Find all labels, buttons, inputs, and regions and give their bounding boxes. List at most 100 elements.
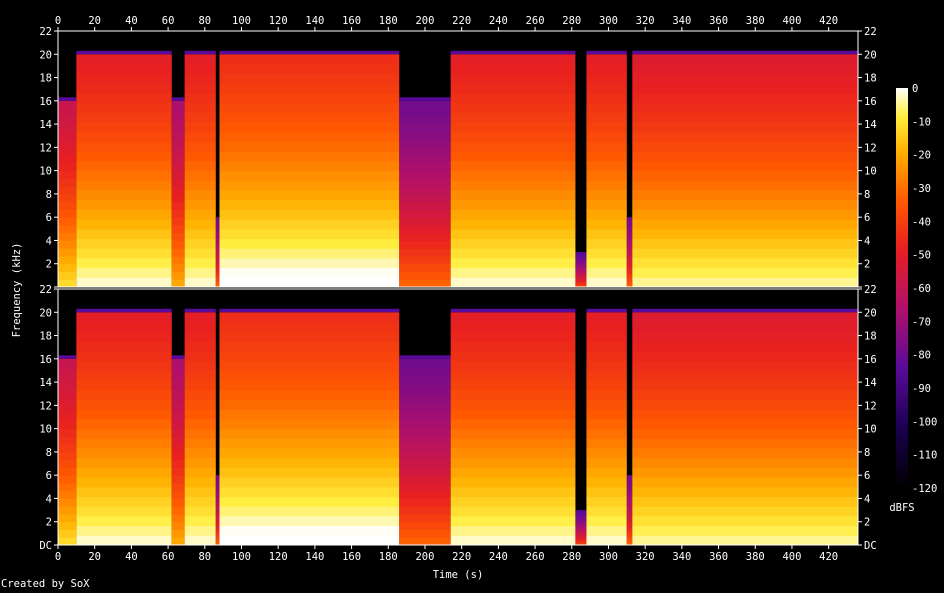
spectrum-band (626, 243, 633, 247)
spectrum-band (626, 507, 633, 511)
x-tick-label-top: 280 (562, 15, 581, 27)
spectrum-band (171, 224, 185, 234)
spectrum-band (586, 190, 627, 201)
spectrum-band (184, 54, 216, 65)
spectrum-band (586, 257, 627, 269)
spectrum-band (626, 278, 633, 282)
spectrum-band (586, 160, 627, 172)
spectrum-band (219, 399, 400, 410)
x-tick-label-bottom: 100 (232, 551, 251, 563)
spectrum-band (215, 269, 220, 273)
spectrum-band (399, 366, 451, 375)
spectrum-band (626, 223, 633, 227)
spectrum-band (586, 409, 627, 420)
spectrum-band (586, 360, 627, 371)
spectrum-band (575, 536, 587, 539)
spectrum-band (184, 399, 216, 410)
x-tick-label-bottom: 360 (709, 551, 728, 563)
spectrum-band (632, 477, 858, 488)
x-tick-label-bottom: 240 (489, 551, 508, 563)
spectrum-band (76, 467, 172, 478)
y-tick-label-left: 20 (39, 307, 52, 319)
spectrum-band (171, 170, 185, 179)
spectrum-band (58, 506, 77, 515)
x-tick-label-bottom: 260 (526, 551, 545, 563)
spectrum-band (450, 54, 576, 65)
spectrum-band (399, 358, 451, 368)
spectrum-band (184, 219, 216, 230)
spectrum-cutoff-edge (76, 308, 172, 313)
spectrum-band (76, 131, 172, 143)
y-tick-label-right: DC (864, 540, 877, 552)
spectrum-band (399, 224, 451, 234)
spectrum-band (450, 370, 576, 381)
spectrum-band (58, 498, 77, 507)
spectrum-band (171, 162, 185, 172)
x-tick-label-bottom: 200 (415, 551, 434, 563)
spectrum-band (586, 380, 627, 391)
spectrum-band (215, 240, 220, 244)
spectrum-band (171, 506, 185, 515)
spectrum-band (219, 496, 400, 507)
spectrum-band (58, 413, 77, 422)
spectrum-band (632, 370, 858, 381)
spectrum-band (171, 482, 185, 492)
spectrum-band (450, 160, 576, 172)
spectrum-band (171, 374, 185, 383)
spectrum-band (219, 141, 400, 152)
spectrum-cutoff-edge (219, 50, 400, 55)
spectrum-band (215, 217, 220, 221)
spectrum-band (632, 257, 858, 269)
spectrum-band (76, 477, 172, 488)
spectrum-band (184, 248, 216, 259)
spectrum-cutoff-edge (58, 355, 77, 359)
spectrum-band (76, 525, 172, 536)
spectrum-band (575, 515, 587, 518)
spectrum-band (450, 151, 576, 162)
spectrum-band (76, 331, 172, 342)
spectrum-band (58, 529, 77, 538)
spectrum-cutoff-edge (586, 308, 627, 313)
spectrum-band (399, 475, 451, 484)
spectrum-band (632, 331, 858, 342)
spectrum-band (626, 518, 633, 523)
spectrum-band (171, 490, 185, 499)
spectrum-band (58, 405, 77, 414)
y-tick-label-left: 10 (39, 166, 52, 178)
spectrum-band (450, 267, 576, 278)
spectrum-band (575, 518, 587, 521)
spectrum-band (632, 341, 858, 352)
spectrum-band (586, 341, 627, 352)
spectrum-band (58, 420, 77, 430)
spectrum-band (632, 83, 858, 94)
spectrum-band (632, 506, 858, 517)
spectrum-band (632, 438, 858, 449)
spectrum-band (399, 255, 451, 265)
spectrum-band (184, 331, 216, 342)
y-tick-label-right: 20 (864, 307, 877, 319)
spectrum-band (586, 112, 627, 123)
y-tick-label-right: 16 (864, 96, 877, 108)
spectrum-band (184, 438, 216, 449)
spectrum-band (450, 209, 576, 220)
spectrum-band (626, 501, 633, 505)
y-tick-label-left: 22 (39, 26, 52, 38)
spectrum-band (76, 73, 172, 84)
spectrum-band (171, 279, 185, 288)
spectrum-band (215, 483, 220, 488)
spectrum-band (632, 228, 858, 240)
x-tick-label-bottom: 160 (342, 551, 361, 563)
spectrum-band (215, 257, 220, 262)
y-tick-label-left: 4 (46, 493, 52, 505)
x-tick-label-bottom: 280 (562, 551, 581, 563)
spectrum-band (76, 228, 172, 240)
y-tick-label-right: 8 (864, 447, 870, 459)
channel-panels (57, 30, 859, 546)
spectrum-band (184, 409, 216, 420)
y-tick-label-left: 6 (46, 212, 52, 224)
spectrum-band (58, 459, 77, 468)
spectrum-band (184, 73, 216, 84)
spectrum-band (632, 190, 858, 201)
spectrum-band (76, 515, 172, 527)
